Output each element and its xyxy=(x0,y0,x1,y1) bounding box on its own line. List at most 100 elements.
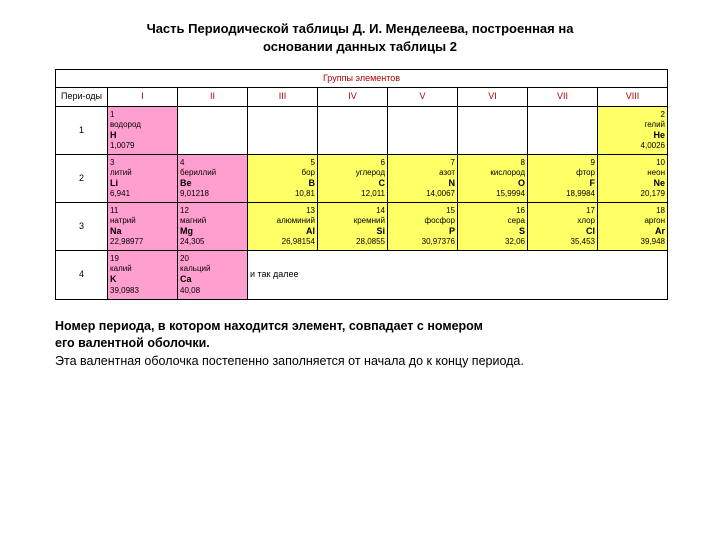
atomic-mass: 39,948 xyxy=(600,237,665,247)
element-symbol: K xyxy=(110,274,175,285)
atomic-number: 11 xyxy=(110,206,175,216)
period-number: 3 xyxy=(56,203,108,251)
atomic-mass: 35,453 xyxy=(530,237,595,247)
atomic-number: 5 xyxy=(250,158,315,168)
element-name: калий xyxy=(110,264,175,274)
title-line-2: основании данных таблицы 2 xyxy=(263,39,457,54)
element-name: бор xyxy=(250,168,315,178)
cell-si: 14 кремний Si 28,0855 xyxy=(318,203,388,251)
cell-b: 5 бор B 10,81 xyxy=(248,154,318,202)
atomic-mass: 22,98977 xyxy=(110,237,175,247)
atomic-number: 20 xyxy=(180,254,245,264)
atomic-number: 4 xyxy=(180,158,245,168)
periods-header: Пери-оды xyxy=(56,88,108,106)
caption-line-1b: его валентной оболочки. xyxy=(55,336,210,350)
element-name: бериллий xyxy=(180,168,245,178)
atomic-mass: 9,01218 xyxy=(180,189,245,199)
atomic-number: 9 xyxy=(530,158,595,168)
atomic-number: 12 xyxy=(180,206,245,216)
atomic-number: 19 xyxy=(110,254,175,264)
table-row: 2 3 литий Li 6,941 4 бериллий Be 9,01218… xyxy=(56,154,668,202)
element-name: фосфор xyxy=(390,216,455,226)
atomic-number: 1 xyxy=(110,110,175,120)
title-line-1: Часть Периодической таблицы Д. И. Мендел… xyxy=(147,21,574,36)
atomic-mass: 1,0079 xyxy=(110,141,175,151)
empty-cell xyxy=(458,106,528,154)
atomic-number: 16 xyxy=(460,206,525,216)
atomic-mass: 14,0067 xyxy=(390,189,455,199)
cell-mg: 12 магний Mg 24,305 xyxy=(178,203,248,251)
empty-cell xyxy=(318,106,388,154)
atomic-mass: 28,0855 xyxy=(320,237,385,247)
element-symbol: N xyxy=(390,178,455,189)
element-name: фтор xyxy=(530,168,595,178)
atomic-number: 2 xyxy=(600,110,665,120)
page-title: Часть Периодической таблицы Д. И. Мендел… xyxy=(55,20,665,55)
empty-cell xyxy=(388,106,458,154)
cell-cl: 17 хлор Cl 35,453 xyxy=(528,203,598,251)
cell-f: 9 фтор F 18,9984 xyxy=(528,154,598,202)
element-name: магний xyxy=(180,216,245,226)
group-head-2: II xyxy=(178,88,248,106)
cell-s: 16 сера S 32,06 xyxy=(458,203,528,251)
group-head-8: VIII xyxy=(598,88,668,106)
atomic-mass: 30,97376 xyxy=(390,237,455,247)
atomic-mass: 26,98154 xyxy=(250,237,315,247)
element-symbol: H xyxy=(110,130,175,141)
atomic-mass: 10,81 xyxy=(250,189,315,199)
element-symbol: Ne xyxy=(600,178,665,189)
atomic-mass: 39,0983 xyxy=(110,286,175,296)
element-name: водород xyxy=(110,120,175,130)
element-name: кислород xyxy=(460,168,525,178)
element-symbol: F xyxy=(530,178,595,189)
element-symbol: Ar xyxy=(600,226,665,237)
period-number: 4 xyxy=(56,251,108,299)
element-symbol: P xyxy=(390,226,455,237)
atomic-mass: 18,9984 xyxy=(530,189,595,199)
table-row: 4 19 калий K 39,0983 20 кальций Ca 40,08… xyxy=(56,251,668,299)
group-head-5: V xyxy=(388,88,458,106)
group-head-1: I xyxy=(108,88,178,106)
element-name: хлор xyxy=(530,216,595,226)
atomic-mass: 4,0026 xyxy=(600,141,665,151)
cell-li: 3 литий Li 6,941 xyxy=(108,154,178,202)
caption-text: Номер периода, в котором находится элеме… xyxy=(55,318,665,371)
atomic-number: 6 xyxy=(320,158,385,168)
atomic-number: 7 xyxy=(390,158,455,168)
element-name: натрий xyxy=(110,216,175,226)
element-name: кальций xyxy=(180,264,245,274)
atomic-mass: 40,08 xyxy=(180,286,245,296)
element-symbol: S xyxy=(460,226,525,237)
element-symbol: Cl xyxy=(530,226,595,237)
cell-o: 8 кислород O 15,9994 xyxy=(458,154,528,202)
atomic-number: 8 xyxy=(460,158,525,168)
atomic-number: 17 xyxy=(530,206,595,216)
cell-al: 13 алюминий Al 26,98154 xyxy=(248,203,318,251)
element-symbol: O xyxy=(460,178,525,189)
element-symbol: B xyxy=(250,178,315,189)
element-symbol: Mg xyxy=(180,226,245,237)
atomic-number: 14 xyxy=(320,206,385,216)
element-name: аргон xyxy=(600,216,665,226)
element-symbol: C xyxy=(320,178,385,189)
element-symbol: Al xyxy=(250,226,315,237)
caption-line-2: Эта валентная оболочка постепенно заполн… xyxy=(55,354,524,368)
cell-na: 11 натрий Na 22,98977 xyxy=(108,203,178,251)
atomic-mass: 15,9994 xyxy=(460,189,525,199)
element-name: сера xyxy=(460,216,525,226)
caption-line-1a: Номер периода, в котором находится элеме… xyxy=(55,319,483,333)
atomic-number: 18 xyxy=(600,206,665,216)
atomic-number: 15 xyxy=(390,206,455,216)
element-name: углерод xyxy=(320,168,385,178)
atomic-number: 3 xyxy=(110,158,175,168)
element-symbol: Be xyxy=(180,178,245,189)
element-name: кремний xyxy=(320,216,385,226)
element-name: гелий xyxy=(600,120,665,130)
table-row: 1 1 водород H 1,0079 2 гелий He 4,0026 xyxy=(56,106,668,154)
cell-ne: 10 неон Ne 20,179 xyxy=(598,154,668,202)
empty-cell xyxy=(248,106,318,154)
cell-ar: 18 аргон Ar 39,948 xyxy=(598,203,668,251)
cell-p: 15 фосфор P 30,97376 xyxy=(388,203,458,251)
table-row: 3 11 натрий Na 22,98977 12 магний Mg 24,… xyxy=(56,203,668,251)
cell-k: 19 калий K 39,0983 xyxy=(108,251,178,299)
